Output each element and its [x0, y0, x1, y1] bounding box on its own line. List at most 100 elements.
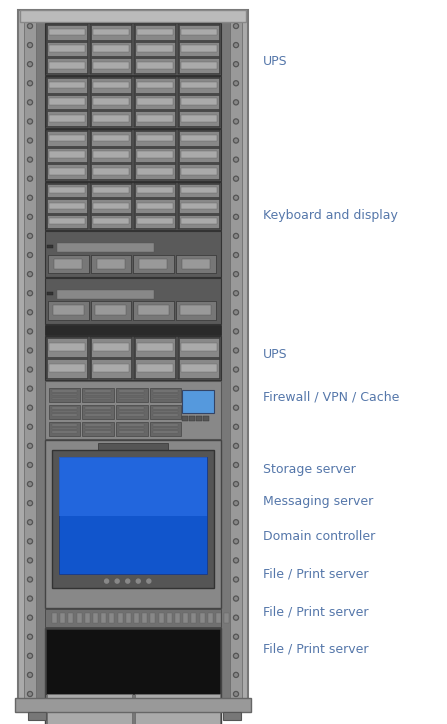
Bar — [119, 390, 144, 392]
Bar — [179, 184, 219, 198]
Bar — [119, 407, 144, 408]
Bar — [216, 613, 221, 623]
Circle shape — [233, 157, 239, 162]
Bar — [45, 325, 221, 335]
Bar — [53, 305, 84, 316]
Bar — [45, 76, 221, 128]
Circle shape — [29, 120, 31, 122]
Bar — [52, 450, 214, 588]
Bar — [181, 305, 211, 316]
Circle shape — [147, 579, 151, 583]
Circle shape — [29, 654, 31, 657]
Bar — [24, 18, 36, 702]
Circle shape — [235, 349, 237, 352]
Bar — [179, 59, 219, 73]
Circle shape — [233, 500, 239, 505]
Circle shape — [29, 540, 31, 542]
Bar — [82, 405, 114, 418]
Circle shape — [29, 101, 31, 104]
Bar — [46, 130, 88, 180]
Bar — [137, 115, 173, 122]
Bar — [57, 243, 154, 252]
Bar — [179, 215, 219, 228]
Bar — [137, 82, 173, 88]
Bar — [178, 183, 220, 229]
Circle shape — [28, 214, 33, 219]
Bar — [47, 95, 87, 109]
Bar — [49, 188, 85, 193]
Bar — [15, 698, 251, 712]
Bar — [133, 301, 173, 320]
Bar — [119, 397, 144, 399]
Bar — [49, 218, 85, 224]
Bar — [45, 23, 221, 75]
Bar — [200, 613, 205, 623]
Bar — [203, 416, 209, 421]
Bar — [119, 432, 144, 433]
Bar — [85, 414, 111, 416]
Circle shape — [233, 596, 239, 601]
Circle shape — [29, 216, 31, 218]
Circle shape — [233, 310, 239, 315]
Bar — [52, 394, 77, 395]
Bar — [119, 424, 144, 426]
Bar — [47, 25, 87, 40]
Bar — [32, 18, 234, 702]
Bar — [90, 255, 131, 274]
Circle shape — [29, 330, 31, 332]
Bar — [178, 337, 220, 379]
Bar — [91, 25, 131, 40]
Circle shape — [28, 62, 33, 67]
Bar — [159, 613, 164, 623]
Bar — [45, 336, 221, 380]
Bar — [49, 363, 85, 372]
Text: File / Print server: File / Print server — [263, 605, 368, 618]
Circle shape — [28, 520, 33, 525]
Bar — [137, 151, 173, 158]
Bar — [85, 432, 111, 433]
Bar — [135, 78, 175, 93]
Text: Storage server: Storage server — [263, 463, 356, 476]
Bar — [110, 613, 114, 623]
Bar — [49, 98, 85, 105]
Bar — [179, 338, 219, 357]
Circle shape — [235, 235, 237, 237]
Bar — [47, 131, 87, 146]
Bar — [153, 411, 178, 413]
Bar — [150, 405, 181, 418]
Bar — [46, 24, 88, 74]
Bar — [47, 338, 87, 357]
Circle shape — [29, 674, 31, 676]
Circle shape — [28, 615, 33, 620]
Circle shape — [233, 520, 239, 525]
Circle shape — [233, 386, 239, 391]
Circle shape — [235, 387, 237, 390]
Bar — [181, 151, 217, 158]
Bar — [28, 712, 46, 720]
Circle shape — [29, 197, 31, 199]
Bar — [178, 130, 220, 180]
Bar — [91, 338, 131, 357]
Bar — [49, 135, 85, 141]
Bar — [91, 78, 131, 93]
Bar — [85, 394, 111, 395]
Bar — [46, 183, 88, 229]
Bar — [54, 258, 82, 269]
Bar — [196, 416, 202, 421]
Bar — [135, 164, 175, 179]
Bar — [137, 218, 173, 224]
Bar — [93, 613, 98, 623]
Bar — [85, 428, 111, 429]
Bar — [135, 694, 220, 724]
Circle shape — [28, 119, 33, 124]
Circle shape — [235, 330, 237, 332]
Circle shape — [233, 463, 239, 468]
Circle shape — [233, 615, 239, 620]
Bar — [189, 416, 195, 421]
Bar — [49, 388, 80, 402]
Circle shape — [235, 654, 237, 657]
Circle shape — [233, 214, 239, 219]
Circle shape — [28, 310, 33, 315]
Circle shape — [233, 119, 239, 124]
Circle shape — [29, 521, 31, 523]
